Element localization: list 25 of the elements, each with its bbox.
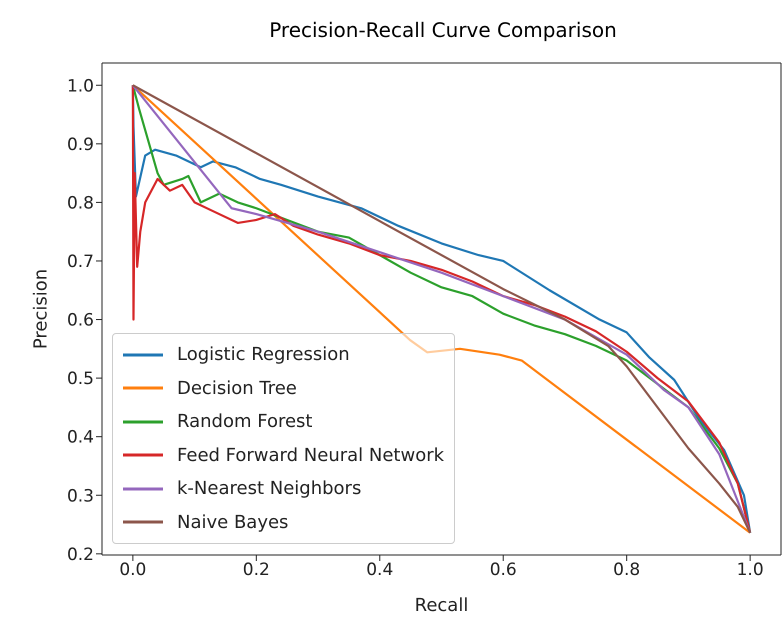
- chart-title: Precision-Recall Curve Comparison: [268, 17, 618, 44]
- y-tick-label: 0.9: [66, 134, 94, 155]
- y-tick-label: 0.3: [66, 486, 94, 506]
- x-tick-label: 0.2: [242, 560, 270, 580]
- legend-label: Logistic Regression: [177, 343, 350, 367]
- legend-label: Random Forest: [177, 410, 312, 434]
- x-tick-label: 0.6: [490, 560, 517, 580]
- y-axis-title: Precision: [30, 268, 52, 350]
- x-tick-label: 0.0: [119, 560, 146, 580]
- y-tick-label: 1.0: [66, 76, 94, 96]
- legend-label: Decision Tree: [177, 376, 297, 400]
- legend-label: Feed Forward Neural Network: [177, 444, 444, 468]
- legend-label: k-Nearest Neighbors: [177, 477, 362, 501]
- x-tick-label: 1.0: [736, 560, 764, 580]
- y-tick-label: 0.5: [66, 369, 94, 390]
- line-series: [132, 84, 752, 534]
- y-tick-label: 0.7: [66, 252, 94, 272]
- legend-label: Naive Bayes: [177, 510, 288, 534]
- x-axis-title: Recall: [414, 595, 468, 616]
- y-tick-label: 0.2: [66, 544, 94, 565]
- y-tick-label: 0.6: [66, 310, 94, 331]
- y-tick-label: 0.8: [66, 193, 94, 214]
- x-tick-label: 0.8: [613, 560, 640, 580]
- x-tick-label: 0.4: [366, 560, 394, 580]
- y-tick-label: 0.4: [66, 428, 94, 448]
